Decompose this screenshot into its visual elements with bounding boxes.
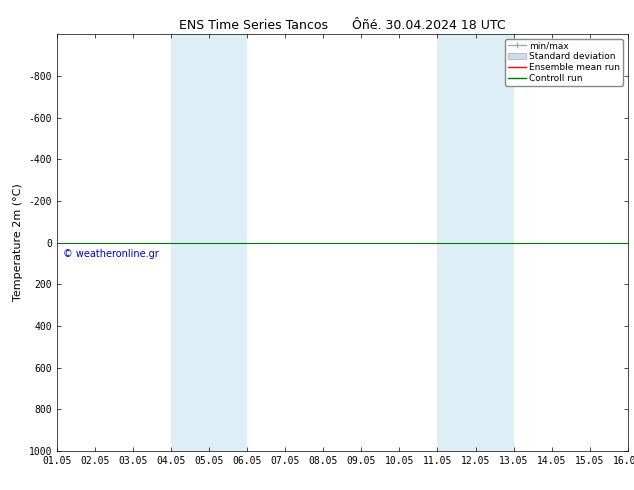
- Text: © weatheronline.gr: © weatheronline.gr: [63, 249, 158, 259]
- Title: ENS Time Series Tancos      Ôñé. 30.04.2024 18 UTC: ENS Time Series Tancos Ôñé. 30.04.2024 1…: [179, 19, 506, 32]
- Bar: [437, 34, 514, 451]
- Y-axis label: Temperature 2m (°C): Temperature 2m (°C): [13, 184, 23, 301]
- Legend: min/max, Standard deviation, Ensemble mean run, Controll run: min/max, Standard deviation, Ensemble me…: [505, 39, 623, 86]
- Bar: [171, 34, 247, 451]
